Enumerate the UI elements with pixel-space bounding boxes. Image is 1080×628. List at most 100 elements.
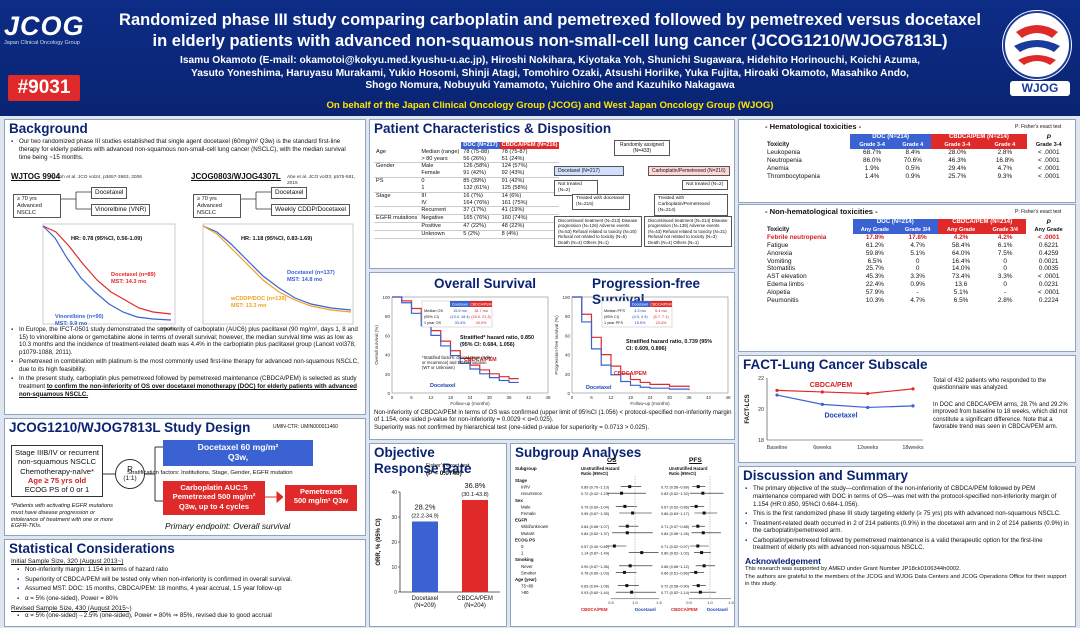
heme-cell-c4: 16.8%	[995, 156, 1014, 164]
heme-cell-d4: 0.5%	[905, 164, 921, 172]
forest-pfs-tick: 0.5	[686, 600, 692, 605]
nonheme-cell-da: 61.2%	[865, 241, 884, 249]
nonheme-cell-c34: 7.5%	[997, 249, 1013, 257]
heme-table: DOC (N=214) CBDCA/PEM (N=214) P Toxicity…	[765, 134, 1071, 180]
jcog0803-wcddp-n: wCDDP/DOC (n=139)	[231, 296, 287, 302]
characteristics-panel: Patient Characteristics & Disposition DO…	[369, 119, 735, 269]
eligibility-line-5: ECOG PS of 0 or 1	[24, 485, 90, 494]
pfs-y-tick: 40	[565, 353, 571, 358]
nonheme-cell-d34: 4.7%	[910, 296, 925, 304]
forest-row-label: Mutant	[521, 531, 535, 536]
pfs-x-tick: 42	[706, 395, 712, 400]
forest-os-favor-cb: CBDCA/PEM	[581, 607, 608, 612]
nonheme-cell-c34: 4.2%	[997, 234, 1013, 242]
jcog0803-arm-docetaxel: Docetaxel	[271, 187, 308, 199]
pfs-hr-text: Stratified hazard ratio, 0.739 (95% CI: …	[626, 339, 712, 352]
wjtog9904-vnr-n: Vinorelbine (n=90)	[55, 314, 104, 320]
wjtog9904-km-plot	[42, 191, 176, 325]
os-median-header-cb	[470, 301, 492, 307]
nonheme-cell-ca: 16.4%	[952, 257, 971, 265]
forest-os-text: 0.83 (0.64~1.08)	[581, 585, 610, 589]
stats-item-1: Non-inferiority margin: 1.154 in terms o…	[17, 566, 359, 574]
pfs-median-col-cb: CBDCA/PEM	[650, 303, 671, 307]
char-cb: 14 (6%)	[501, 192, 522, 199]
heme-cell-p: < .0001	[1038, 156, 1060, 164]
forest-row-label: Smoking	[515, 557, 534, 562]
flow-treated-cb: Treated with Carboplatin/Pemetrexed (N=2…	[654, 194, 728, 216]
forest-row-label: ECOG PS	[515, 537, 535, 542]
orr-bar-chart: 0 10 20 30 40 ORR, % (95% CI) 28.2% (22.2-34.9)…	[376, 481, 500, 609]
char-row: Age Median (range) 78 (75-88) 78 (75-87)	[374, 149, 559, 156]
os-median-row-label: 1 year OS	[424, 321, 442, 325]
design-umin: UMIN-CTR: UMIN000011460	[273, 424, 338, 430]
heme-cell-d4: 70.6%	[903, 156, 922, 164]
author-list: Isamu Okamoto (E-mail: okamotoi@kokyu.me…	[110, 55, 990, 93]
char-cb: 160 (74%)	[499, 214, 560, 223]
forest-row-label: Stage	[515, 478, 528, 483]
os-median-row-cb: (16.0, 21.3)	[471, 315, 491, 319]
wjog-logo-text: WJOG	[1010, 81, 1070, 96]
char-label: 0	[421, 178, 425, 185]
nonheme-cell-p: < .0001	[1037, 273, 1060, 281]
char-doc: 16 (7%)	[463, 192, 483, 199]
nonheme-doc-header: DOC (N=214)	[852, 219, 938, 227]
wjtog9904-eligibility: ≥ 70 yrs Advanced NSCLC	[13, 194, 61, 219]
subgroup-col-hr-os: Unstratified Hazard Ratio (95%CI)	[581, 466, 620, 477]
char-group	[374, 199, 420, 208]
heme-row: Thrombocytopenia 1.4% 0.9% 25.7% 9.3% < .0001	[765, 173, 1071, 181]
char-label: Male	[421, 163, 434, 170]
char-cb: 92 (43%)	[499, 170, 560, 179]
ack-line-2: The authors are grateful to the members …	[745, 573, 1067, 587]
nonheme-cell-ca: 4.2%	[953, 234, 969, 242]
stats-item-3: Assumed MST: DOC: 15 months, CBDCA/PEM: …	[17, 585, 359, 593]
authors-line-3: Shogo Nomura, Nobuyuki Yamamoto, Yuichir…	[365, 80, 735, 92]
char-doc: 164 (76%)	[461, 199, 500, 208]
orr-ylabel: ORR, % (95% CI)	[376, 518, 382, 565]
flow-disc-cb: Discontinued treatment (N=214) Disease p…	[644, 216, 732, 247]
subgroup-title: Subgroup Analyses	[515, 445, 642, 460]
char-label: Negative	[419, 214, 462, 223]
forest-os-tick: 1.5	[656, 600, 662, 605]
nonheme-table: DOC (N=214) CBDCA/PEM (N=214) P Toxicity…	[765, 219, 1071, 304]
os-plot-frame	[391, 296, 549, 394]
fact-point-docetaxel	[775, 393, 779, 397]
nonheme-cell-ca: 13.6	[954, 281, 968, 288]
char-cb: 48 (22%)	[499, 222, 560, 231]
stats-item-4: α = 5% (one-sided), Power = 80%	[17, 595, 359, 603]
nonheme-col-g34: Grade 3/4	[897, 226, 938, 235]
char-label: Unknown	[419, 230, 462, 239]
heme-p-header: P	[1046, 134, 1051, 141]
pfs-median-row-doc: 4.3 mo	[634, 309, 646, 313]
orr-title: Objective Response Rate	[374, 445, 472, 477]
randomization-r: R	[127, 465, 133, 474]
eligibility-line-3: Chemotherapy-naïve*	[20, 466, 94, 476]
os-median-row-doc: 33.4%	[455, 321, 466, 325]
eligibility-line-4: Age ≥ 75 yrs old	[27, 475, 87, 485]
forest-row-label: Never	[521, 564, 533, 569]
nonheme-cell-d34: 0	[915, 257, 920, 265]
heme-cell-name: Neutropenia	[767, 156, 802, 164]
os-median-row-doc: 15.5 mo	[453, 309, 467, 313]
nonheme-col-tox: Toxicity	[767, 226, 790, 233]
nonheme-cell-da: 59.8%	[865, 249, 884, 257]
forest-pfs-point	[696, 544, 700, 548]
jcog0803-ref: Abe et al. JCO vol33, p575-581, 2015	[287, 174, 356, 186]
discussion-title: Discussion and Summary	[743, 468, 909, 483]
char-row: PS 0 85 (39%) 91 (42%)	[374, 178, 559, 185]
background-bullet-2: In Europe, the IFCT-0501 study demonstra…	[11, 326, 361, 356]
orr-y-tick: 10	[391, 565, 397, 571]
nonheme-panel: - Non-hematological toxicities - P: Fish…	[738, 204, 1076, 352]
flow-randomized: Randomly assigned (N=433)	[614, 140, 670, 157]
char-cb: 124 (57%)	[501, 163, 528, 170]
forest-row-label: III/IV	[521, 485, 530, 490]
char-col-doc: DOC (N=217)	[461, 142, 500, 149]
orr-y-tick: 30	[391, 515, 397, 521]
pfs-median-row-doc: 15.5%	[635, 321, 646, 325]
os-conclusion-2: Superiority was not confirmed by hierarc…	[374, 423, 650, 431]
os-y-tick: 100	[382, 295, 390, 300]
char-col-cb: CBDCA/PEM (N=216)	[499, 142, 560, 149]
char-group	[374, 170, 420, 179]
orr-value-label: 36.8%	[465, 481, 486, 490]
forest-os-point	[625, 524, 629, 528]
authors-line-2: Yasuto Yoneshima, Haruyasu Murakami, Yuk…	[191, 67, 909, 79]
